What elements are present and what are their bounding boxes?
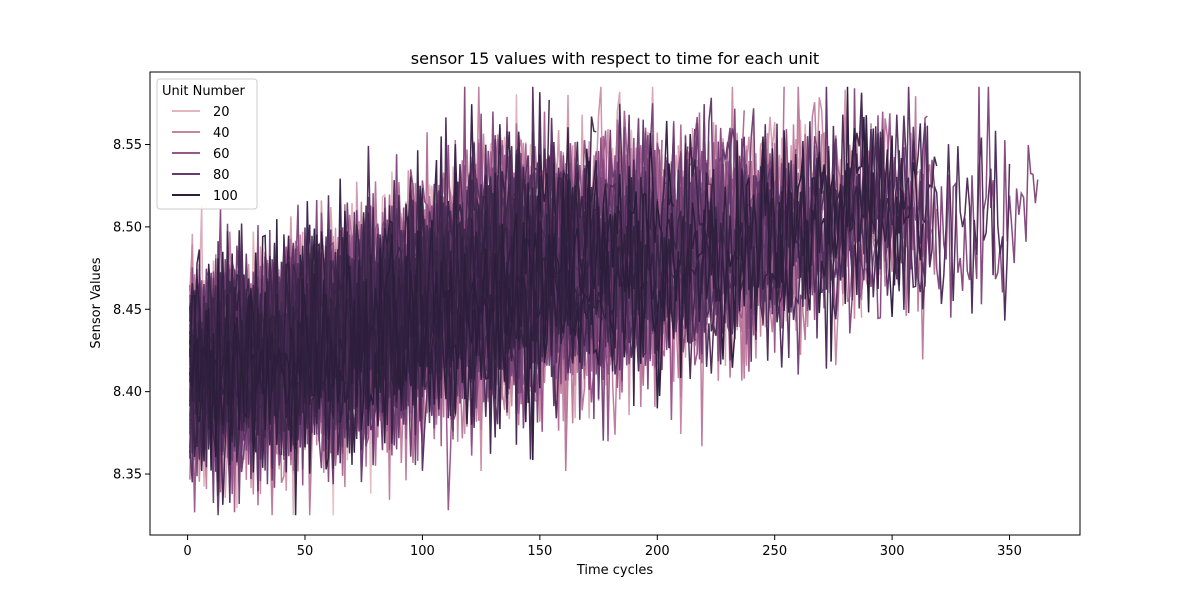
x-tick-label: 200 bbox=[645, 544, 670, 559]
x-axis: 0 50 100 150 200 250 300 350 bbox=[183, 535, 1022, 559]
legend-label-20: 20 bbox=[213, 105, 230, 120]
x-tick-label: 0 bbox=[183, 544, 191, 559]
y-axis: 8.35 8.40 8.45 8.50 8.55 bbox=[113, 138, 150, 483]
x-tick-label: 300 bbox=[880, 544, 905, 559]
series-lines bbox=[189, 86, 1039, 516]
legend-entries: 20 40 60 80 100 bbox=[172, 105, 238, 204]
legend-label-80: 80 bbox=[213, 168, 230, 183]
y-tick-label: 8.55 bbox=[113, 138, 142, 153]
legend: Unit Number 20 40 60 80 100 bbox=[156, 78, 258, 210]
series-line-unit-100 bbox=[189, 132, 675, 473]
series-line-unit-99 bbox=[189, 116, 875, 452]
y-tick-label: 8.45 bbox=[113, 303, 142, 318]
x-tick-label: 50 bbox=[297, 544, 314, 559]
plot-frame bbox=[149, 71, 1081, 536]
x-tick-label: 150 bbox=[527, 544, 552, 559]
y-tick-label: 8.35 bbox=[113, 468, 142, 483]
x-tick-label: 100 bbox=[410, 544, 435, 559]
legend-label-60: 60 bbox=[213, 147, 230, 162]
legend-label-40: 40 bbox=[213, 126, 230, 141]
y-tick-label: 8.50 bbox=[113, 220, 142, 235]
legend-title: Unit Number bbox=[162, 84, 245, 99]
x-tick-label: 250 bbox=[762, 544, 787, 559]
legend-label-100: 100 bbox=[213, 189, 238, 204]
y-axis-label: Sensor Values bbox=[89, 257, 104, 348]
x-tick-label: 350 bbox=[997, 544, 1022, 559]
x-axis-label: Time cycles bbox=[576, 563, 654, 578]
chart-title: sensor 15 values with respect to time fo… bbox=[411, 49, 819, 68]
y-tick-label: 8.40 bbox=[113, 385, 142, 400]
